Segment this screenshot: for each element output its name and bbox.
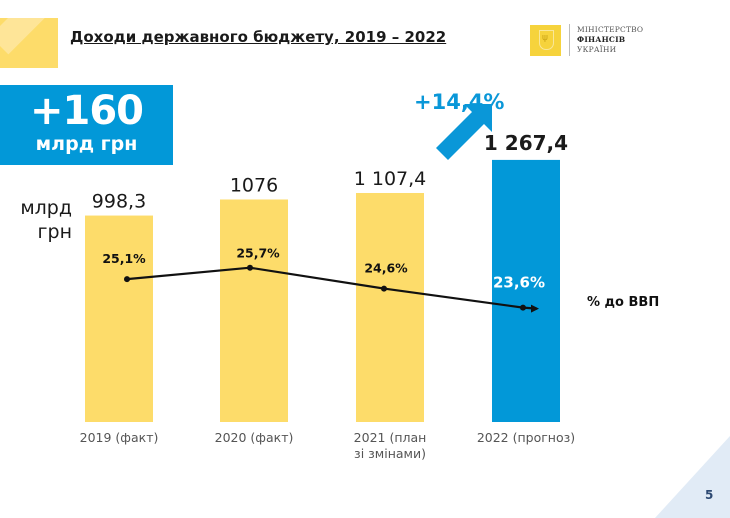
increase-unit: млрд грн bbox=[35, 133, 138, 155]
gdp-share-line bbox=[126, 266, 538, 310]
shield-icon bbox=[539, 29, 554, 50]
bar-2 bbox=[356, 192, 424, 422]
bar-value-label: 1 107,4 bbox=[354, 168, 427, 190]
category-label: 2020 (факт) bbox=[215, 430, 294, 445]
logo-line-3: УКРАЇНИ bbox=[577, 45, 617, 54]
bar-value-label: 998,3 bbox=[92, 191, 146, 213]
increase-badge: +160 млрд грн bbox=[0, 85, 173, 165]
y-unit-label: млрд грн bbox=[20, 197, 72, 243]
page-corner-decoration bbox=[655, 436, 730, 518]
category-label: 2022 (прогноз) bbox=[477, 430, 575, 445]
line-point bbox=[124, 276, 130, 283]
page-number: 5 bbox=[705, 488, 714, 502]
tryzub-emblem-icon: ψ bbox=[530, 24, 561, 56]
logo-line-1: МІНІСТЕРСТВО bbox=[577, 25, 644, 34]
page-title: Доходи державного бюджету, 2019 – 2022 bbox=[70, 28, 447, 46]
logo-text: МІНІСТЕРСТВО ФІНАНСІВ УКРАЇНИ bbox=[577, 25, 643, 55]
legend-gdp-share: % до ВВП bbox=[587, 295, 660, 310]
bar-1 bbox=[220, 199, 288, 422]
ministry-logo: ψ МІНІСТЕРСТВО ФІНАНСІВ УКРАЇНИ bbox=[530, 24, 643, 56]
gdp-share-label: 23,6% bbox=[493, 274, 545, 292]
increase-value: +160 bbox=[29, 88, 144, 134]
line-arrowhead-icon bbox=[531, 304, 539, 313]
bar-value-label: 1076 bbox=[230, 174, 278, 196]
growth-arrow-icon bbox=[436, 104, 492, 160]
corner-decoration bbox=[0, 18, 58, 68]
line-point bbox=[520, 304, 526, 311]
category-label: 2019 (факт) bbox=[80, 430, 159, 445]
logo-line-2: ФІНАНСІВ bbox=[577, 35, 626, 44]
line-point bbox=[381, 285, 387, 292]
logo-divider bbox=[569, 24, 570, 56]
line-point bbox=[247, 264, 253, 271]
gdp-share-label: 24,6% bbox=[364, 261, 408, 276]
bar-3 bbox=[492, 159, 560, 422]
gdp-share-label: 25,1% bbox=[102, 251, 146, 266]
bar-value-label: 1 267,4 bbox=[484, 131, 568, 155]
gdp-share-label: 25,7% bbox=[236, 246, 280, 261]
category-label: 2021 (план bbox=[354, 430, 427, 445]
category-label: зі змінами) bbox=[354, 446, 426, 461]
bar-0 bbox=[85, 215, 153, 422]
